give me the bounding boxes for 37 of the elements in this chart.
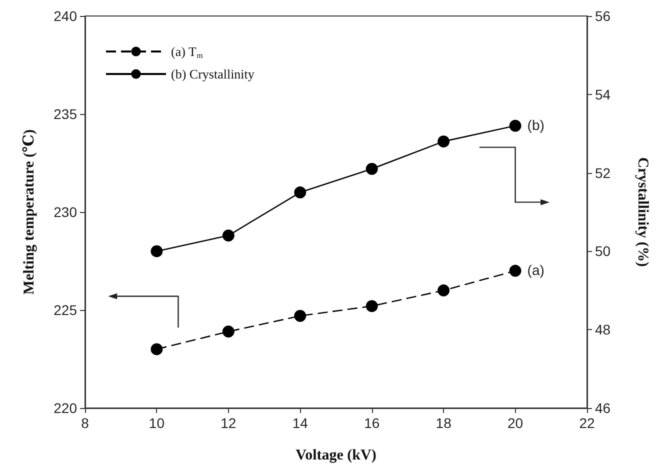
y-tick-label: 240 bbox=[54, 8, 78, 24]
point bbox=[222, 326, 234, 338]
y2-tick-label: 52 bbox=[595, 164, 611, 181]
x-tick-label: 22 bbox=[579, 415, 595, 431]
point bbox=[294, 186, 306, 198]
y2-axis-title: Crystallinity (%) bbox=[634, 157, 650, 267]
x-tick-label: 14 bbox=[292, 415, 308, 431]
x-tick-label: 18 bbox=[436, 415, 452, 431]
point bbox=[294, 310, 306, 322]
y-tick-label: 225 bbox=[54, 302, 78, 318]
point bbox=[366, 300, 378, 312]
point bbox=[366, 162, 378, 175]
x-tick-label: 20 bbox=[507, 415, 524, 431]
y-tick-label: 230 bbox=[54, 204, 78, 220]
y-tick-label: 235 bbox=[54, 106, 78, 122]
y-axis-title: Melting temperature (℃) bbox=[22, 129, 38, 295]
point bbox=[222, 230, 234, 242]
x-tick-label: 8 bbox=[81, 415, 90, 431]
y2-tick-label: 46 bbox=[595, 400, 611, 416]
annotation: (a) bbox=[527, 262, 544, 278]
y2-tick-label: 50 bbox=[595, 243, 611, 260]
y2-tick-label: 54 bbox=[595, 86, 611, 102]
point bbox=[509, 120, 522, 132]
y2-tick-label: 56 bbox=[595, 8, 611, 24]
x-tick-label: 10 bbox=[148, 415, 165, 431]
y2-tick-label: 48 bbox=[595, 322, 611, 338]
annotation: (b) bbox=[527, 116, 544, 133]
legend-label: (b) Crystallinity bbox=[171, 66, 255, 82]
point bbox=[509, 264, 522, 277]
point bbox=[438, 135, 450, 148]
x-tick-label: 16 bbox=[364, 415, 380, 431]
point bbox=[150, 245, 163, 258]
point bbox=[438, 284, 450, 296]
point bbox=[150, 343, 163, 356]
x-axis-title: Voltage (kV) bbox=[296, 448, 376, 464]
x-tick-label: 12 bbox=[220, 415, 236, 431]
y-tick-label: 220 bbox=[54, 400, 78, 416]
